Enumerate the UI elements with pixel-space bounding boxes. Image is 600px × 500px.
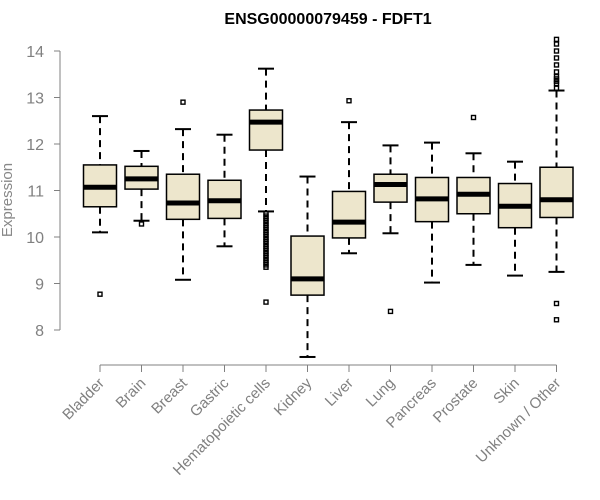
outlier-point (553, 62, 560, 68)
box-iqr (539, 166, 574, 219)
outlier-point (553, 317, 560, 323)
y-tick-label: 12 (26, 137, 44, 154)
box-group (539, 36, 574, 323)
x-tick-label: Brain (113, 375, 150, 412)
outlier-point (387, 308, 394, 315)
box-group (331, 98, 367, 255)
outlier-point (263, 299, 269, 305)
outlier-point (138, 221, 145, 227)
box-group (82, 115, 118, 297)
box-group (414, 141, 450, 284)
y-tick-label: 13 (26, 91, 44, 108)
y-tick-label: 11 (27, 184, 44, 201)
box-iqr (290, 235, 325, 296)
x-tick-label: Breast (148, 374, 191, 417)
box-group (124, 149, 159, 227)
x-tick-label: Prostate (430, 375, 482, 427)
y-axis-label: Expression (0, 163, 16, 237)
box-iqr (331, 190, 367, 239)
y-tick-label: 14 (26, 44, 44, 61)
x-tick-label: Lung (363, 375, 399, 411)
outlier-point (470, 114, 477, 121)
outlier-point (346, 98, 352, 104)
outlier-point (553, 36, 560, 43)
box-group (497, 160, 533, 277)
outlier-point (553, 69, 560, 75)
box-series (82, 36, 574, 358)
box-iqr (248, 109, 284, 151)
x-tick-label: Liver (322, 375, 357, 410)
outlier-point (553, 48, 560, 54)
box-iqr (373, 173, 408, 203)
y-tick-label: 8 (35, 323, 44, 340)
box-group (248, 67, 284, 305)
y-tick-label: 10 (26, 230, 44, 247)
y-tick-label: 9 (35, 277, 44, 294)
outlier-point (180, 99, 186, 105)
x-tick-label: Skin (490, 375, 523, 408)
outlier-point (97, 291, 103, 297)
x-tick-label: Kidney (271, 374, 316, 419)
box-group (373, 144, 408, 315)
box-group (290, 175, 325, 358)
outlier-point (263, 264, 269, 270)
box-group (456, 114, 491, 266)
outlier-point (553, 300, 560, 307)
x-tick-label: Bladder (59, 375, 108, 424)
box-group (207, 133, 242, 248)
outlier-point (553, 85, 560, 91)
y-axis: 8 9 10 11 12 13 14 (26, 44, 61, 340)
box-group (165, 99, 201, 281)
outlier-point (553, 41, 560, 47)
box-iqr (165, 173, 201, 221)
chart-title: ENSG00000079459 - FDFT1 (224, 11, 431, 28)
outlier-point (553, 55, 560, 61)
